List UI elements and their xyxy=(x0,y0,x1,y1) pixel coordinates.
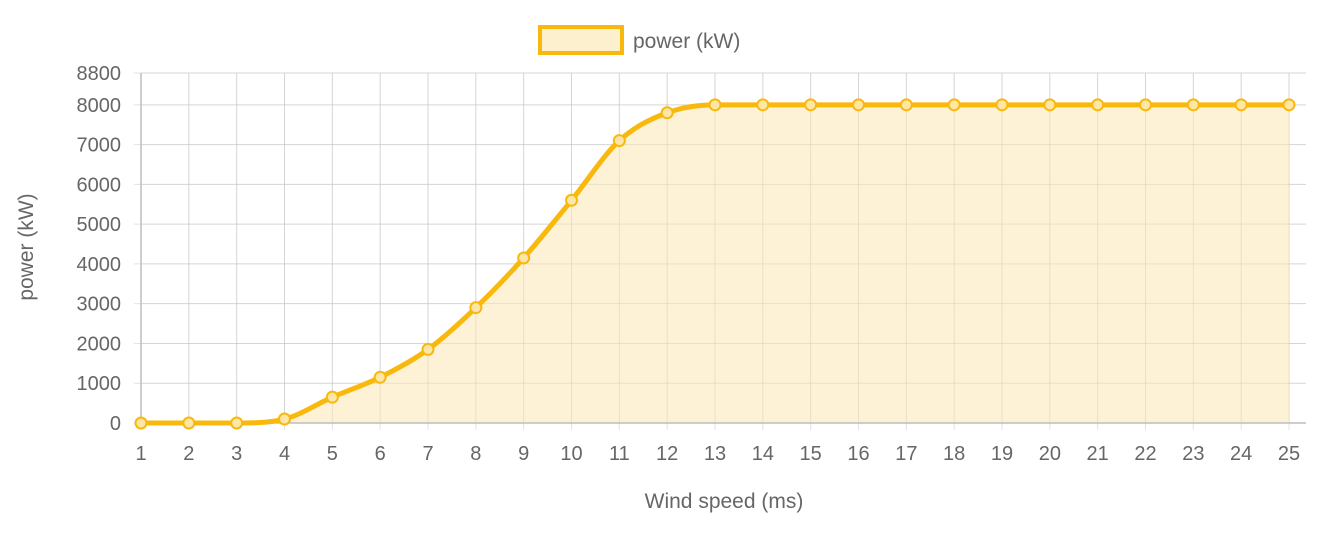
legend-label: power (kW) xyxy=(633,30,740,53)
y-tick-label: 8800 xyxy=(77,63,122,85)
data-point[interactable] xyxy=(708,98,722,112)
data-point[interactable] xyxy=(852,98,865,112)
data-point[interactable] xyxy=(612,134,626,148)
y-tick-label: 6000 xyxy=(77,174,122,196)
data-point[interactable] xyxy=(804,98,818,112)
x-tick-label: 5 xyxy=(327,443,338,465)
y-tick-label: 5000 xyxy=(77,214,122,236)
x-tick-label: 16 xyxy=(847,443,869,465)
data-point[interactable] xyxy=(756,98,770,112)
x-tick-label: 22 xyxy=(1134,443,1156,465)
x-tick-label: 18 xyxy=(943,443,965,465)
data-point[interactable] xyxy=(1091,98,1105,112)
y-tick-label: 2000 xyxy=(77,333,122,355)
x-tick-label: 1 xyxy=(135,443,146,465)
data-point[interactable] xyxy=(1234,98,1248,112)
data-point[interactable] xyxy=(134,416,148,430)
y-tick-label: 4000 xyxy=(77,254,122,276)
data-point[interactable] xyxy=(1139,98,1152,112)
data-points xyxy=(134,98,1296,430)
data-point[interactable] xyxy=(995,98,1009,112)
x-tick-label: 14 xyxy=(752,443,774,465)
legend-swatch xyxy=(538,25,624,55)
y-axis-title: power (kW) xyxy=(15,193,38,300)
data-point[interactable] xyxy=(325,390,339,404)
axes xyxy=(140,73,1306,424)
x-tick-label: 23 xyxy=(1182,443,1204,465)
x-tick-label: 9 xyxy=(518,443,529,465)
data-point[interactable] xyxy=(1043,98,1057,112)
data-point[interactable] xyxy=(517,251,531,265)
x-tick-label: 10 xyxy=(560,443,582,465)
x-tick-label: 13 xyxy=(704,443,726,465)
x-axis-title: Wind speed (ms) xyxy=(645,490,804,513)
data-point[interactable] xyxy=(1186,98,1200,112)
data-point[interactable] xyxy=(278,412,291,426)
x-tick-label: 7 xyxy=(422,443,433,465)
x-tick-label: 20 xyxy=(1039,443,1061,465)
x-tick-label: 8 xyxy=(470,443,481,465)
y-tick-label: 1000 xyxy=(77,373,122,395)
data-point[interactable] xyxy=(469,301,483,315)
y-tick-label: 0 xyxy=(110,413,121,435)
data-point[interactable] xyxy=(230,416,244,430)
data-point[interactable] xyxy=(373,370,387,384)
x-tick-label: 15 xyxy=(800,443,822,465)
data-point[interactable] xyxy=(1282,98,1296,112)
legend[interactable]: power (kW) xyxy=(538,25,740,55)
data-point[interactable] xyxy=(660,106,674,120)
x-tick-label: 17 xyxy=(895,443,917,465)
x-tick-label: 21 xyxy=(1087,443,1109,465)
x-tick-label: 12 xyxy=(656,443,678,465)
x-tick-label: 11 xyxy=(609,443,630,465)
x-tick-label: 25 xyxy=(1278,443,1300,465)
area-fill xyxy=(141,104,1289,424)
y-tick-label: 7000 xyxy=(77,135,122,157)
x-tick-label: 3 xyxy=(231,443,242,465)
data-point[interactable] xyxy=(899,98,913,112)
y-tick-label: 8000 xyxy=(77,95,122,117)
y-tick-label: 3000 xyxy=(77,294,122,316)
data-point[interactable] xyxy=(182,416,196,430)
area-fill-layer xyxy=(140,72,1306,424)
x-tick-label: 2 xyxy=(183,443,194,465)
x-tick-label: 4 xyxy=(279,443,290,465)
data-point[interactable] xyxy=(947,98,961,112)
data-point[interactable] xyxy=(421,342,435,356)
x-tick-label: 6 xyxy=(375,443,386,465)
x-tick-label: 24 xyxy=(1230,443,1252,465)
data-point[interactable] xyxy=(565,193,578,207)
x-tick-label: 19 xyxy=(991,443,1013,465)
